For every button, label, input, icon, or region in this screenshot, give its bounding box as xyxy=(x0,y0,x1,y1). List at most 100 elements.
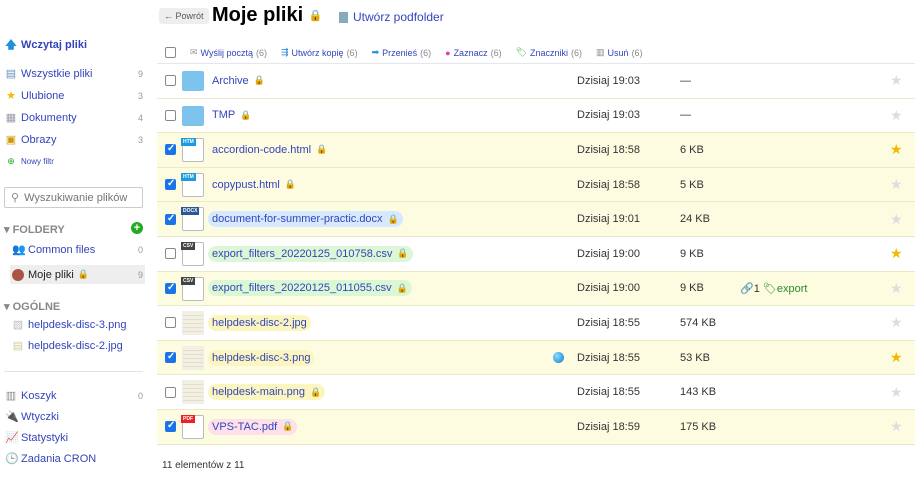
file-name-link[interactable]: VPS-TAC.pdf 🔒 xyxy=(208,418,298,435)
file-row[interactable]: HTM accordion-code.html🔒 Dzisiaj 18:58 6… xyxy=(157,133,915,168)
toolbar-tag-button[interactable]: 🏷 Znaczniki (6) xyxy=(515,47,583,58)
file-tags: 🔗1 🏷export xyxy=(740,282,808,295)
color-icon: ● xyxy=(445,47,451,58)
file-row[interactable]: HTM copypust.html🔒 Dzisiaj 18:58 5 KB ★ xyxy=(157,167,915,203)
favorite-star-icon[interactable]: ★ xyxy=(890,314,903,331)
favorite-star-icon[interactable]: ★ xyxy=(890,383,903,400)
image-thumbnail-icon xyxy=(182,345,204,370)
general-file-item[interactable]: ▤ helpdesk-disc-2.jpg xyxy=(12,340,123,352)
lock-icon: 🔒 xyxy=(309,386,322,397)
globe-icon xyxy=(553,352,564,364)
lock-icon: 🔒 xyxy=(308,10,323,23)
avatar xyxy=(12,268,24,281)
toolbar-color-button[interactable]: ● Zaznacz (6) xyxy=(445,47,502,58)
row-checkbox[interactable] xyxy=(165,282,176,294)
file-row[interactable]: CSV export_filters_20220125_011055.csv🔒 … xyxy=(157,271,915,307)
plugins-link[interactable]: 🔌 Wtyczki xyxy=(5,411,59,423)
file-row[interactable]: helpdesk-disc-2.jpg Dzisiaj 18:55 574 KB… xyxy=(157,306,915,341)
lock-icon: 🔒 xyxy=(316,144,328,155)
favorite-star-icon[interactable]: ★ xyxy=(890,349,903,366)
lock-icon: 🔒 xyxy=(240,109,252,120)
favorite-star-icon[interactable]: ★ xyxy=(890,245,903,262)
folder-icon xyxy=(182,71,204,91)
file-name-link[interactable]: helpdesk-disc-3.png xyxy=(208,349,315,366)
filter-favorites[interactable]: ★ Ulubione 3 xyxy=(6,90,143,102)
file-name-link[interactable]: TMP 🔒 xyxy=(212,109,252,122)
add-folder-icon[interactable]: + xyxy=(131,222,143,234)
star-icon: ★ xyxy=(6,90,16,102)
back-button[interactable]: ← Powrót xyxy=(159,8,209,24)
row-checkbox[interactable] xyxy=(165,420,176,433)
file-name-link[interactable]: copypust.html 🔒 xyxy=(212,178,297,191)
tag-icon: 🏷 xyxy=(515,47,528,57)
csv-file-icon: CSV xyxy=(181,241,204,266)
file-row[interactable]: PDF VPS-TAC.pdf🔒 Dzisiaj 18:59 175 KB ★ xyxy=(157,409,915,445)
search-icon: ⚲ xyxy=(11,192,20,204)
file-name-link[interactable]: helpdesk-disc-2.jpg xyxy=(208,314,311,331)
favorite-star-icon[interactable]: ★ xyxy=(890,141,903,158)
favorite-star-icon[interactable]: ★ xyxy=(890,72,903,89)
lock-icon: 🔒 xyxy=(253,75,265,86)
tag-link[interactable]: export xyxy=(776,282,808,295)
favorite-star-icon[interactable]: ★ xyxy=(890,210,903,227)
tag-icon: 🏷 xyxy=(762,282,777,295)
row-checkbox[interactable] xyxy=(165,351,176,364)
row-checkbox[interactable] xyxy=(165,248,176,260)
row-checkbox[interactable] xyxy=(165,109,176,121)
trash-icon: ▥ xyxy=(596,47,605,57)
file-name-link[interactable]: helpdesk-main.png 🔒 xyxy=(208,384,326,401)
row-checkbox[interactable] xyxy=(165,317,176,329)
cron-link[interactable]: 🕒 Zadania CRON xyxy=(5,453,97,465)
toolbar-move-button[interactable]: ➡ Przenieś (6) xyxy=(371,47,432,58)
file-list: Archive 🔒 Dzisiaj 19:03 — ★ TMP 🔒 Dzisiaj … xyxy=(157,64,915,445)
csv-file-icon: CSV xyxy=(181,276,204,301)
file-name-link[interactable]: document-for-summer-practic.docx 🔒 xyxy=(208,211,403,228)
file-name-link[interactable]: export_filters_20220125_010758.csv 🔒 xyxy=(208,245,413,262)
row-checkbox[interactable] xyxy=(165,75,176,87)
search-input[interactable] xyxy=(24,191,135,204)
file-row[interactable]: TMP 🔒 Dzisiaj 19:03 — ★ xyxy=(157,99,915,134)
plus-circle-icon: ⊕ xyxy=(7,156,15,166)
file-row[interactable]: DOCX document-for-summer-practic.docx🔒 D… xyxy=(157,202,915,237)
statistics-link[interactable]: 📈 Statystyki xyxy=(5,432,69,444)
general-file-item[interactable]: ▧ helpdesk-disc-3.png xyxy=(12,319,127,331)
favorite-star-icon[interactable]: ★ xyxy=(890,176,903,193)
select-all-checkbox[interactable] xyxy=(165,47,176,58)
file-name-link[interactable]: Archive 🔒 xyxy=(212,74,265,87)
favorite-star-icon[interactable]: ★ xyxy=(890,279,903,296)
image-thumbnail-icon xyxy=(182,311,204,336)
file-row[interactable]: helpdesk-main.png 🔒 Dzisiaj 18:55 143 KB … xyxy=(157,375,915,410)
filter-images[interactable]: ▣ Obrazy 3 xyxy=(5,134,143,146)
general-section-title[interactable]: ▾ OGÓLNE xyxy=(4,301,61,313)
folder-my-files[interactable]: Moje pliki 🔒 9 xyxy=(10,265,145,284)
file-row[interactable]: Archive 🔒 Dzisiaj 19:03 — ★ xyxy=(157,64,915,99)
file-row[interactable]: helpdesk-disc-3.png Dzisiaj 18:55 53 KB … xyxy=(157,340,915,376)
filter-all-files[interactable]: ▤ Wszystkie pliki 9 xyxy=(5,68,143,80)
file-name-link[interactable]: export_filters_20220125_011055.csv 🔒 xyxy=(208,280,412,297)
document-icon: ▦ xyxy=(5,112,17,124)
move-icon: ➡ xyxy=(371,47,380,57)
file-name-link[interactable]: accordion-code.html 🔒 xyxy=(212,143,328,156)
row-checkbox[interactable] xyxy=(165,143,176,156)
plug-icon: 🔌 xyxy=(5,411,19,423)
file-search[interactable]: ⚲ xyxy=(4,187,143,208)
filter-documents[interactable]: ▦ Dokumenty 4 xyxy=(5,112,143,124)
create-subfolder-button[interactable]: Utwórz podfolder xyxy=(339,10,444,24)
row-checkbox[interactable] xyxy=(165,386,176,398)
trash-icon: ▥ xyxy=(5,390,17,402)
folders-section-title[interactable]: ▾ FOLDERY xyxy=(4,224,65,236)
new-filter-button[interactable]: ⊕ Nowy filtr xyxy=(5,155,145,167)
favorite-star-icon[interactable]: ★ xyxy=(890,418,903,435)
row-checkbox[interactable] xyxy=(165,178,176,191)
toolbar-trash-button[interactable]: ▥ Usuń (6) xyxy=(596,47,643,58)
row-checkbox[interactable] xyxy=(165,213,176,225)
file-row[interactable]: CSV export_filters_20220125_010758.csv 🔒 … xyxy=(157,237,915,272)
image-thumb-icon: ▧ xyxy=(12,319,24,331)
upload-files-button[interactable]: 🡅 Wczytaj pliki xyxy=(5,39,88,51)
trash-link[interactable]: ▥ Koszyk 0 xyxy=(5,390,143,402)
folder-common-files[interactable]: 👥 Common files 0 xyxy=(12,244,143,256)
toolbar-mail-button[interactable]: ✉ Wyślij pocztą (6) xyxy=(190,47,267,58)
toolbar-copy-button[interactable]: ⇶ Utwórz kopię (6) xyxy=(280,47,358,58)
favorite-star-icon[interactable]: ★ xyxy=(890,106,903,123)
users-icon: 👥 xyxy=(12,244,26,256)
